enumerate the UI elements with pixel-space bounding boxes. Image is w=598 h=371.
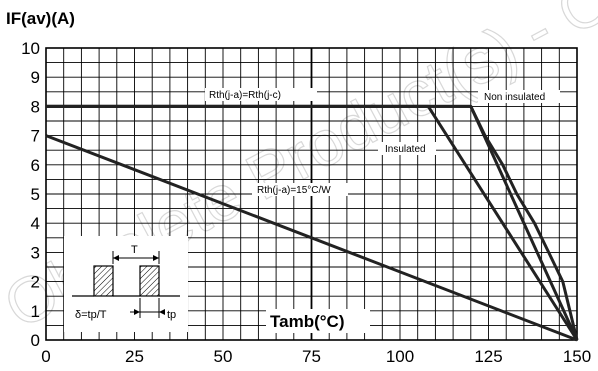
y-axis-label: IF(av)(A) bbox=[6, 9, 75, 28]
x-tick-label: 50 bbox=[214, 347, 233, 366]
series-line bbox=[46, 104, 579, 341]
y-tick-label: 2 bbox=[31, 273, 40, 292]
tp-label: tp bbox=[167, 309, 176, 321]
pulse-inset: T δ=tp/T tp bbox=[64, 236, 188, 332]
pulse-2 bbox=[139, 265, 160, 297]
plot-frame bbox=[45, 47, 578, 341]
x-tick-label: 25 bbox=[125, 347, 144, 366]
x-tick-label: 100 bbox=[386, 347, 414, 366]
y-tick-label: 9 bbox=[31, 68, 40, 87]
duty-cycle-label: δ=tp/T bbox=[75, 309, 107, 321]
y-tick-label: 3 bbox=[31, 243, 40, 262]
tp-arrow-right-head bbox=[159, 309, 165, 315]
y-tick-label: 10 bbox=[21, 39, 40, 58]
series-line bbox=[45, 134, 578, 342]
x-axis-label-box: Tamb(°C) bbox=[266, 309, 370, 333]
y-tick-label: 6 bbox=[31, 156, 40, 175]
y-tick-label: 5 bbox=[31, 185, 40, 204]
y-tick-label: 1 bbox=[31, 302, 40, 321]
period-arrow-left-head bbox=[113, 255, 119, 261]
y-tick-label: 0 bbox=[31, 331, 40, 350]
annotation-labels: Rth(j-a)=Rth(j-c) Non insulated Insulate… bbox=[205, 88, 560, 196]
y-tick-label: 8 bbox=[31, 97, 40, 116]
label-rth-jc: Rth(j-a)=Rth(j-c) bbox=[209, 90, 281, 101]
period-label: T bbox=[131, 244, 138, 256]
series-line bbox=[46, 104, 579, 341]
inset-background bbox=[64, 236, 188, 332]
x-tick-label: 150 bbox=[563, 347, 591, 366]
label-rth-15: Rth(j-a)=15°C/W bbox=[257, 185, 331, 196]
x-tick-label: 125 bbox=[474, 347, 502, 366]
x-axis-label: Tamb(°C) bbox=[270, 312, 344, 331]
tp-arrow-left-head bbox=[134, 309, 140, 315]
label-insulated: Insulated bbox=[385, 144, 426, 155]
period-arrow-right-head bbox=[153, 255, 159, 261]
y-tick-label: 7 bbox=[31, 127, 40, 146]
x-tick-label: 0 bbox=[41, 347, 50, 366]
label-non-insulated: Non insulated bbox=[484, 92, 545, 103]
series-group bbox=[45, 104, 579, 342]
pulse-1 bbox=[93, 265, 114, 297]
axes: 0 25 50 75 100 125 150 0 1 2 3 4 5 6 7 8 9 10 bbox=[21, 39, 591, 366]
y-tick-label: 4 bbox=[31, 214, 40, 233]
x-tick-label: 75 bbox=[302, 347, 321, 366]
